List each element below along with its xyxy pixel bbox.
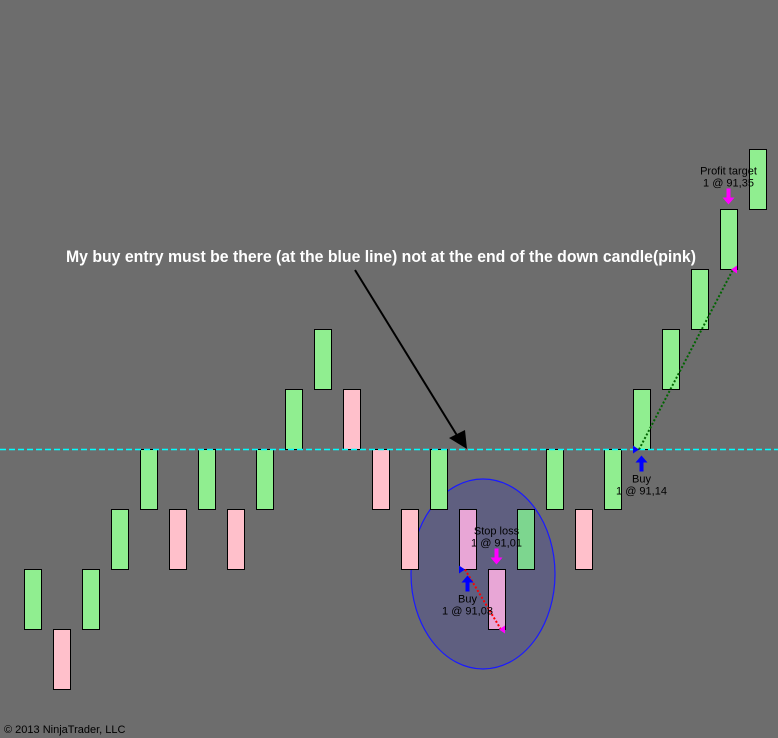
entry-label: Buy xyxy=(458,594,477,606)
renko-brick-down xyxy=(401,509,419,570)
sell-arrow-icon xyxy=(722,188,735,205)
renko-brick-down xyxy=(488,569,506,630)
renko-brick-up xyxy=(24,569,42,630)
renko-brick-up xyxy=(633,389,651,450)
renko-brick-down xyxy=(459,509,477,570)
renko-brick-up xyxy=(140,449,158,510)
annotation-arrow xyxy=(354,269,459,438)
renko-brick-up xyxy=(662,329,680,390)
buy-arrow-icon xyxy=(461,575,474,592)
renko-brick-up xyxy=(198,449,216,510)
trade-line-win xyxy=(638,269,734,450)
renko-brick-up xyxy=(691,269,709,330)
renko-brick-up xyxy=(256,449,274,510)
renko-brick-down xyxy=(53,629,71,690)
renko-brick-up xyxy=(314,329,332,390)
renko-brick-up xyxy=(111,509,129,570)
exit-marker xyxy=(731,265,737,274)
renko-brick-down xyxy=(343,389,361,450)
renko-brick-up xyxy=(749,149,767,210)
exit-label: Profit target xyxy=(700,166,757,178)
bricks-layer xyxy=(24,149,767,690)
renko-brick-up xyxy=(285,389,303,450)
exit-marker xyxy=(499,625,505,634)
exit-label: Stop loss xyxy=(474,526,520,538)
entry-marker xyxy=(633,445,639,454)
renko-brick-up xyxy=(546,449,564,510)
renko-brick-down xyxy=(575,509,593,570)
renko-brick-down xyxy=(227,509,245,570)
entry-detail: 1 @ 91,03 xyxy=(442,606,493,618)
renko-brick-down xyxy=(169,509,187,570)
renko-brick-up xyxy=(82,569,100,630)
copyright-text: © 2013 NinjaTrader, LLC xyxy=(4,724,126,736)
exit-detail: 1 @ 91,35 xyxy=(703,178,754,190)
annotation-text: My buy entry must be there (at the blue … xyxy=(66,247,696,266)
renko-brick-up xyxy=(720,209,738,270)
renko-brick-down xyxy=(372,449,390,510)
exit-detail: 1 @ 91,01 xyxy=(471,538,522,550)
sell-arrow-icon xyxy=(490,548,503,565)
buy-arrow-icon xyxy=(635,455,648,472)
annotation-arrowhead xyxy=(449,430,467,449)
entry-detail: 1 @ 91,14 xyxy=(616,486,667,498)
entry-marker xyxy=(459,565,465,574)
entry-label: Buy xyxy=(632,474,651,486)
renko-brick-up xyxy=(604,449,622,510)
renko-brick-up xyxy=(430,449,448,510)
renko-brick-up xyxy=(517,509,535,570)
